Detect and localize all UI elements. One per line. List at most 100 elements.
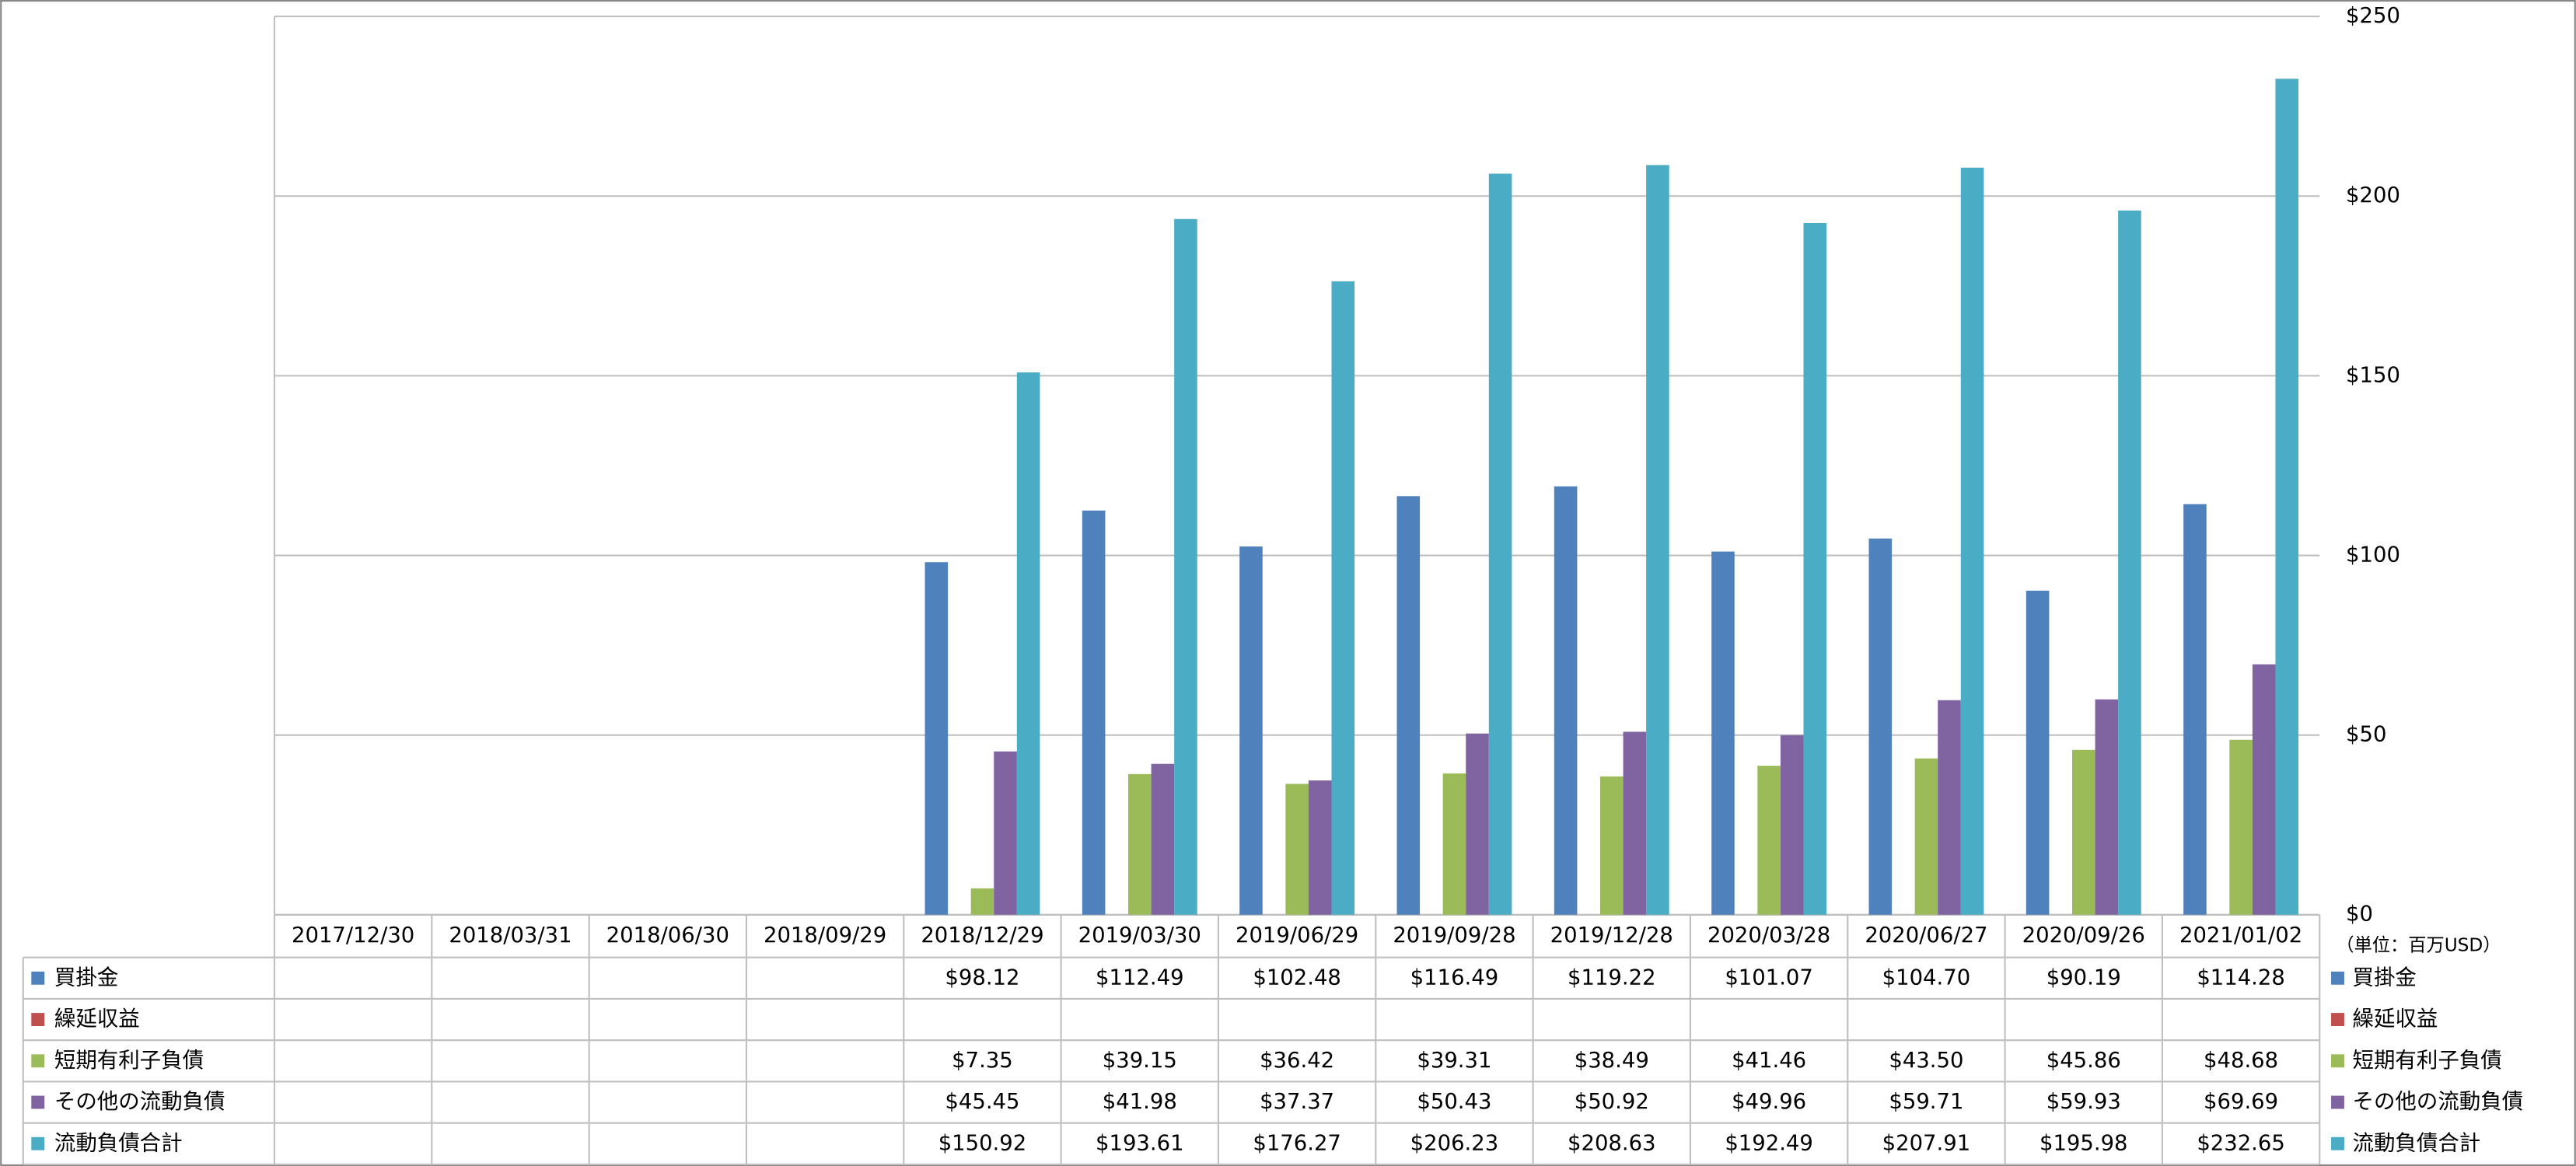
legend-label: 短期有利子負債 [54, 1049, 204, 1073]
table-cell: $45.45 [945, 1090, 1019, 1114]
table-cell: $41.46 [1732, 1049, 1806, 1073]
table-cell: $101.07 [1725, 965, 1813, 990]
x-tick-label: 2020/09/26 [2022, 923, 2145, 948]
legend-swatch [31, 1136, 45, 1150]
y-tick-label: $200 [2346, 183, 2400, 208]
bar [2275, 79, 2299, 915]
x-tick-label: 2018/06/30 [606, 923, 729, 948]
table-cell: $59.93 [2046, 1090, 2121, 1114]
table-cell: $119.22 [1568, 965, 1656, 990]
bar [1711, 551, 1735, 915]
bar [924, 562, 949, 915]
table-cell: $50.92 [1575, 1090, 1649, 1114]
bar [2025, 590, 2050, 915]
y-tick-label: $150 [2346, 363, 2400, 387]
x-tick-label: 2020/06/27 [1865, 923, 1987, 948]
x-tick-label: 2018/09/29 [764, 923, 886, 948]
bar [1646, 165, 1669, 915]
legend-label: 流動負債合計 [54, 1131, 183, 1155]
table-cell: $104.70 [1882, 965, 1971, 990]
table-cell: $48.68 [2204, 1049, 2278, 1073]
table-cell: $195.98 [2039, 1131, 2128, 1155]
legend-swatch [2331, 1136, 2344, 1150]
bar [1554, 486, 1578, 915]
legend-swatch [2331, 971, 2344, 985]
table-cell: $208.63 [1568, 1131, 1656, 1155]
table-cell: $207.91 [1882, 1131, 1971, 1155]
bar [1466, 733, 1489, 915]
x-tick-label: 2021/01/02 [2179, 923, 2302, 948]
table-cell: $206.23 [1410, 1131, 1499, 1155]
table-cell: $43.50 [1889, 1049, 1963, 1073]
bar [2118, 210, 2141, 915]
x-tick-label: 2017/12/30 [292, 923, 414, 948]
bar [1396, 496, 1421, 915]
x-tick-label: 2018/03/31 [449, 923, 571, 948]
bar [1151, 763, 1175, 915]
table-cell: $232.65 [2197, 1131, 2285, 1155]
table-cell: $193.61 [1096, 1131, 1184, 1155]
legend-label: 繰延収益 [54, 1007, 140, 1032]
table-cell: $39.31 [1417, 1049, 1491, 1073]
bar [2071, 749, 2095, 915]
table-cell: $102.48 [1253, 965, 1341, 990]
x-tick-label: 2018/12/29 [921, 923, 1043, 948]
bar [1016, 372, 1040, 915]
table-cell: $90.19 [2046, 965, 2121, 990]
table-cell: $50.43 [1417, 1090, 1491, 1114]
legend-label: 短期有利子負債 [2353, 1049, 2502, 1073]
bar [1285, 784, 1309, 915]
table-cell: $45.86 [2046, 1049, 2121, 1073]
bar [1803, 222, 1827, 915]
table-cell: $49.96 [1732, 1090, 1806, 1114]
table-cell: $98.12 [945, 965, 1019, 990]
table-cell: $114.28 [2197, 965, 2285, 990]
table-cell: $7.35 [952, 1049, 1013, 1073]
bar [1623, 731, 1647, 915]
table-cell: $41.98 [1103, 1090, 1177, 1114]
bar [1960, 167, 1984, 915]
table-cell: $38.49 [1575, 1049, 1649, 1073]
table-cell: $192.49 [1725, 1131, 1813, 1155]
legend-swatch [31, 971, 45, 985]
legend-swatch [31, 1013, 45, 1026]
table-cell: $37.37 [1260, 1090, 1334, 1114]
bar [2183, 504, 2207, 915]
bar [1488, 173, 1512, 915]
table-cell: $112.49 [1096, 965, 1184, 990]
bar [1174, 218, 1197, 915]
x-tick-label: 2019/09/28 [1393, 923, 1515, 948]
table-cell: $116.49 [1410, 965, 1499, 990]
table-cell: $36.42 [1260, 1049, 1334, 1073]
bar [2229, 739, 2253, 915]
bar [1780, 735, 1804, 915]
bar [2095, 699, 2119, 915]
legend-label: 買掛金 [54, 965, 118, 990]
x-tick-label: 2019/03/30 [1078, 923, 1201, 948]
legend-label: 繰延収益 [2353, 1007, 2438, 1032]
bar [1757, 766, 1781, 915]
legend-label: その他の流動負債 [2353, 1090, 2524, 1114]
bar [1082, 510, 1106, 915]
legend-label: 流動負債合計 [2353, 1131, 2481, 1155]
bar [970, 888, 994, 915]
legend-swatch [2331, 1095, 2344, 1109]
table-cell: $39.15 [1103, 1049, 1177, 1073]
unit-label: （単位：百万USD） [2336, 934, 2501, 955]
y-tick-label: $250 [2346, 4, 2400, 28]
bar [1308, 780, 1332, 915]
bar [1239, 546, 1263, 915]
bar [1442, 773, 1466, 915]
table-cell: $150.92 [938, 1131, 1027, 1155]
y-tick-label: $100 [2346, 543, 2400, 567]
y-tick-label: $0 [2346, 902, 2373, 927]
table-cell: $176.27 [1253, 1131, 1341, 1155]
table-cell: $59.71 [1889, 1090, 1963, 1114]
bar [2252, 664, 2276, 915]
bar [1331, 281, 1355, 915]
x-tick-label: 2020/03/28 [1707, 923, 1830, 948]
legend-label: 買掛金 [2353, 965, 2417, 990]
bar [994, 751, 1017, 915]
